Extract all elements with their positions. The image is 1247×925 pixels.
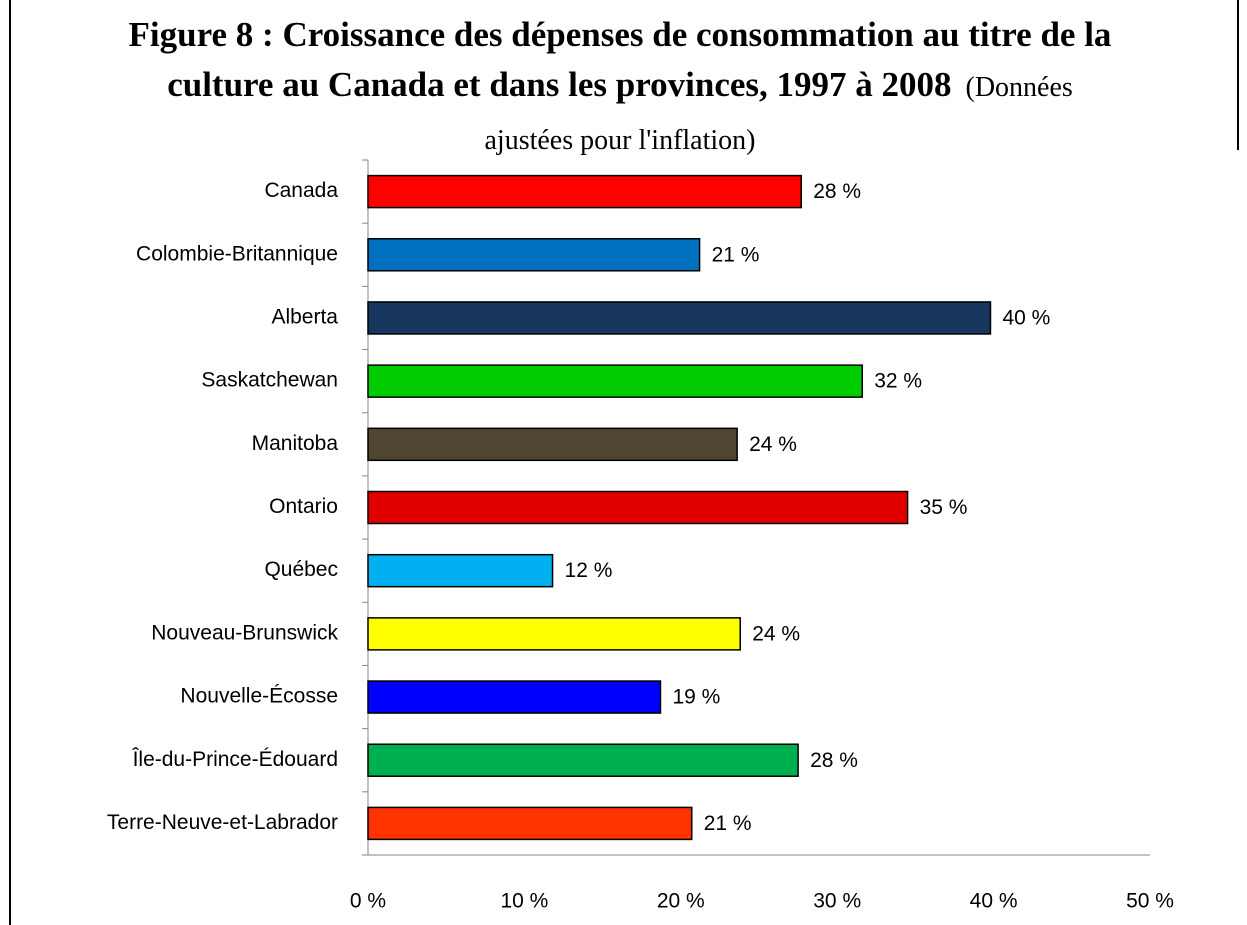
bar — [367, 617, 741, 651]
data-label: 40 % — [1002, 307, 1050, 330]
bar — [367, 743, 799, 777]
data-label: 28 % — [810, 749, 858, 772]
chart-title-block: Figure 8 : Croissance des dépenses de co… — [120, 10, 1120, 166]
y-tick-label: Québec — [264, 558, 338, 581]
x-tick-label: 0 % — [350, 890, 386, 913]
x-tick-label: 20 % — [657, 890, 705, 913]
y-tick-label: Manitoba — [252, 432, 339, 455]
data-label: 21 % — [712, 243, 760, 266]
data-label: 24 % — [752, 622, 800, 645]
bar — [367, 553, 554, 588]
bar — [367, 364, 863, 398]
x-tick-label: 50 % — [1126, 890, 1174, 913]
data-label: 19 % — [672, 686, 720, 709]
bar — [367, 238, 701, 272]
y-tick-label: Île-du-Prince-Édouard — [132, 748, 338, 771]
data-label: 21 % — [704, 812, 752, 835]
data-label: 24 % — [749, 433, 797, 456]
bar — [367, 174, 802, 209]
bar — [367, 301, 992, 335]
bar — [367, 427, 738, 462]
y-tick-label: Canada — [264, 179, 338, 202]
y-tick-label: Colombie-Britannique — [136, 242, 338, 265]
data-label: 35 % — [920, 496, 968, 519]
x-tick-label: 30 % — [813, 890, 861, 913]
data-label: 28 % — [813, 180, 861, 203]
y-tick-label: Nouveau-Brunswick — [151, 621, 338, 644]
bar — [367, 680, 662, 714]
y-tick-label: Ontario — [269, 495, 338, 518]
x-tick-label: 10 % — [500, 890, 548, 913]
bar — [367, 806, 693, 841]
chart-subtitle: (Données ajustées pour l'inflation) — [484, 72, 1073, 156]
y-tick-label: Alberta — [271, 306, 338, 329]
y-tick-label: Terre-Neuve-et-Labrador — [107, 811, 338, 834]
data-label: 32 % — [874, 370, 922, 393]
y-tick-label: Nouvelle-Écosse — [180, 685, 338, 708]
y-tick-label: Saskatchewan — [201, 369, 338, 392]
bar — [367, 490, 909, 525]
chart-title: Figure 8 : Croissance des dépenses de co… — [128, 15, 1112, 104]
x-tick-label: 40 % — [970, 890, 1018, 913]
data-label: 12 % — [565, 559, 613, 582]
